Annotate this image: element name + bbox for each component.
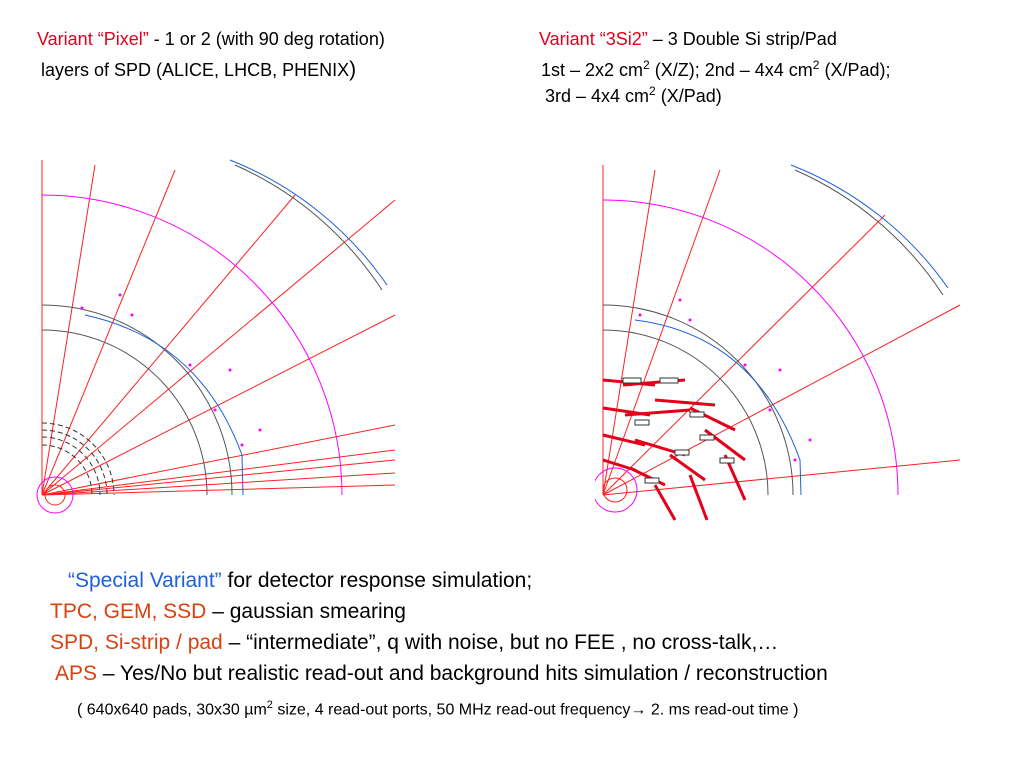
- radial-lines: [41, 160, 396, 496]
- inner-pixel-layers: [41, 422, 115, 496]
- inner-blue-track: [634, 319, 802, 496]
- outer-blue-arc: [229, 159, 388, 286]
- right-layer-2nd: (X/Z); 2nd – 4x4 cm: [649, 60, 813, 80]
- outer-gray-arc: [794, 169, 944, 296]
- right-layer-1st: 1st – 2x2 cm: [541, 60, 644, 80]
- aps-spec-a: ( 640x640 pads, 30x30 µm: [77, 701, 267, 719]
- spd-label: SPD, Si-strip / pad: [50, 631, 223, 654]
- outer-magenta-arc: [41, 194, 343, 496]
- tpc-line: TPC, GEM, SSD – gaussian smearing: [50, 599, 406, 625]
- detector-quadrant-pixel: [36, 159, 396, 514]
- mid-gray-arc-1: [602, 329, 769, 496]
- mid-gray-arc-1: [41, 329, 208, 496]
- beam-pipe-inner: [602, 477, 628, 503]
- left-title-paren: ): [349, 58, 357, 81]
- beam-pipe-circle: [595, 467, 638, 513]
- special-variant-desc: for detector response simulation;: [221, 569, 533, 592]
- superscript: 2: [812, 58, 820, 72]
- left-title-line2: layers of SPD (ALICE, LHCB, PHENIX): [41, 59, 356, 81]
- aps-line: APS – Yes/No but realistic read-out and …: [55, 661, 828, 687]
- right-variant-name: Variant “3Si2”: [539, 29, 648, 49]
- beam-pipe-inner: [44, 484, 66, 506]
- aps-spec-c: 2. ms read-out time ): [646, 701, 799, 719]
- hit-points: [638, 298, 812, 462]
- right-variant-desc: – 3 Double Si strip/Pad: [647, 29, 837, 49]
- beam-pipe-circle: [36, 476, 74, 514]
- mid-gray-arc-2: [41, 304, 233, 496]
- right-title-line1: Variant “3Si2” – 3 Double Si strip/Pad: [539, 28, 837, 50]
- arrow-right-icon: →: [630, 701, 647, 719]
- outer-blue-arc: [790, 164, 949, 289]
- right-layer-3rd: 3rd – 4x4 cm: [545, 86, 650, 106]
- left-title-line1: Variant “Pixel” - 1 or 2 (with 90 deg ro…: [37, 28, 385, 50]
- right-layer-3rd-end: (X/Pad): [655, 86, 722, 106]
- outer-gray-arc: [234, 164, 383, 291]
- right-title-line3: 3rd – 4x4 cm2 (X/Pad): [545, 80, 722, 107]
- detector-quadrant-3si2: [595, 164, 961, 521]
- tpc-desc: – gaussian smearing: [206, 600, 406, 623]
- aps-spec-b: size, 4 read-out ports, 50 MHz read-out …: [272, 701, 631, 719]
- inner-blue-track: [84, 314, 244, 496]
- special-variant-line: “Special Variant” for detector response …: [68, 568, 532, 594]
- hit-points: [80, 293, 262, 447]
- aps-desc: – Yes/No but realistic read-out and back…: [97, 662, 828, 685]
- left-variant-desc: - 1 or 2 (with 90 deg rotation): [148, 29, 385, 49]
- left-variant-name: Variant “Pixel”: [37, 29, 149, 49]
- superscript: 2: [266, 699, 273, 711]
- pad-modules: [622, 377, 735, 484]
- right-title-line2: 1st – 2x2 cm2 (X/Z); 2nd – 4x4 cm2 (X/Pa…: [541, 54, 891, 81]
- right-layer-2nd-end: (X/Pad);: [819, 60, 891, 80]
- superscript: 2: [649, 84, 656, 98]
- aps-label: APS: [55, 662, 98, 685]
- special-variant-label: “Special Variant”: [68, 569, 222, 592]
- spd-desc: – “intermediate”, q with noise, but no F…: [222, 631, 779, 654]
- outer-magenta-arc: [602, 199, 899, 496]
- si-strip-modules: [602, 378, 747, 521]
- tpc-label: TPC, GEM, SSD: [50, 600, 207, 623]
- aps-spec-line: ( 640x640 pads, 30x30 µm2 size, 4 read-o…: [77, 695, 798, 720]
- mid-gray-arc-2: [602, 304, 794, 496]
- superscript: 2: [643, 58, 650, 72]
- spd-line: SPD, Si-strip / pad – “intermediate”, q …: [50, 630, 778, 656]
- left-title-layers: layers of SPD (ALICE, LHCB, PHENIX: [41, 60, 350, 80]
